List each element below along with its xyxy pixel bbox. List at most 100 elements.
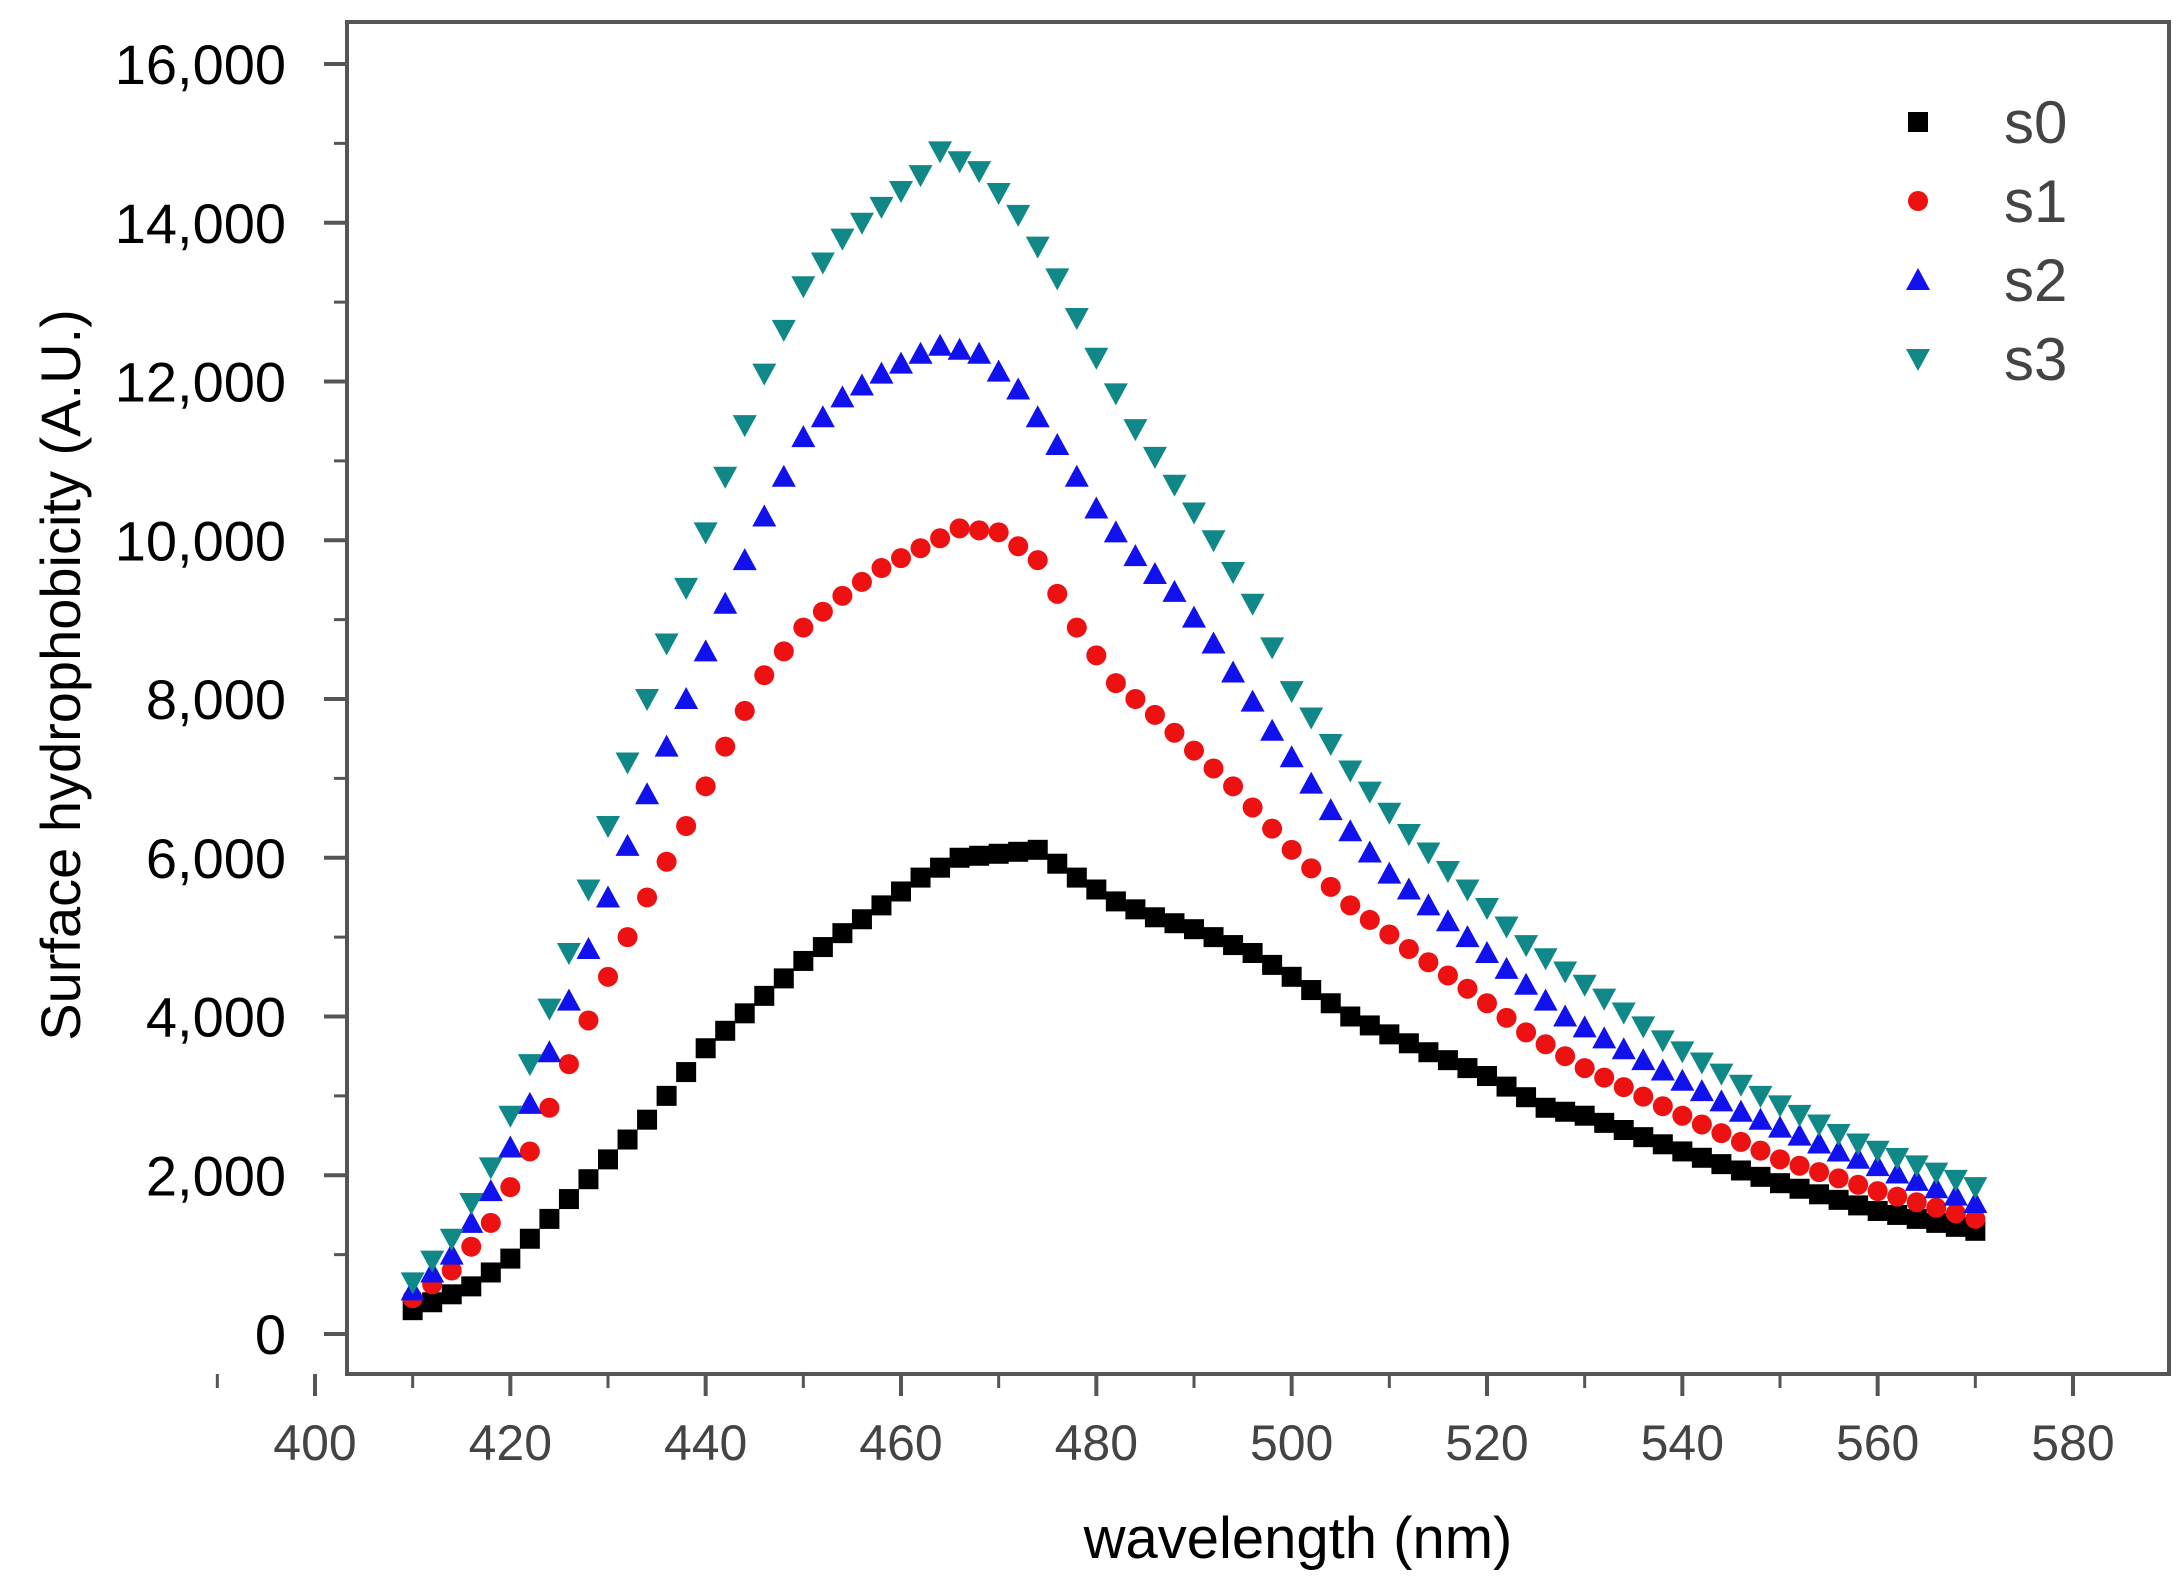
data-point-s2 (1045, 433, 1070, 455)
data-point-s3 (654, 633, 679, 656)
data-point-s2 (928, 333, 953, 356)
data-point-s0 (1867, 1200, 1888, 1221)
data-point-s2 (498, 1135, 523, 1158)
data-point-s1 (637, 887, 658, 908)
data-point-s3 (1572, 974, 1597, 997)
data-point-s2 (1279, 745, 1304, 768)
data-point-s3 (537, 998, 562, 1021)
data-point-s0 (1379, 1024, 1400, 1045)
data-point-s3 (400, 1272, 425, 1295)
data-point-s2 (1611, 1037, 1636, 1060)
data-point-s3 (1475, 898, 1499, 921)
data-point-s1 (1262, 818, 1283, 839)
x-axis-ticks (215, 1374, 2075, 1396)
data-point-s0 (1711, 1154, 1732, 1175)
data-point-s2 (1103, 520, 1128, 543)
data-point-s3 (1514, 935, 1539, 958)
data-point-s3 (752, 363, 777, 386)
data-point-s2 (1728, 1099, 1753, 1122)
data-point-s2 (1006, 377, 1031, 400)
data-point-s2 (1689, 1079, 1714, 1102)
data-point-s2 (1494, 956, 1519, 979)
data-point-s2 (1553, 1004, 1578, 1027)
data-point-s3 (1807, 1114, 1832, 1137)
data-point-s0 (1555, 1101, 1576, 1122)
data-point-s0 (1164, 913, 1185, 934)
data-point-s1 (1027, 550, 1048, 571)
y-tick-label: 2,000 (146, 1144, 286, 1207)
data-point-s3 (1924, 1162, 1949, 1185)
data-point-s3 (576, 879, 601, 902)
data-point-s3 (1885, 1148, 1910, 1171)
data-point-s1 (676, 816, 697, 836)
data-point-s3 (1299, 707, 1324, 730)
data-point-s0 (715, 1020, 736, 1041)
data-point-s3 (1943, 1169, 1968, 1192)
data-point-s3 (517, 1054, 542, 1077)
data-point-s2 (1709, 1089, 1734, 1112)
data-point-s2 (1455, 925, 1480, 948)
data-point-s2 (1514, 972, 1539, 995)
x-tick-label: 440 (664, 1415, 747, 1471)
data-point-s1 (1633, 1086, 1654, 1107)
data-point-s3 (498, 1105, 523, 1128)
data-point-s2 (1885, 1161, 1910, 1184)
data-point-s0 (461, 1276, 482, 1297)
data-point-s2 (596, 885, 620, 908)
data-point-s2 (1631, 1048, 1656, 1071)
data-point-s1 (1086, 645, 1107, 666)
data-point-s1 (1203, 758, 1224, 779)
data-point-s2 (889, 351, 913, 374)
data-point-s2 (986, 359, 1011, 382)
x-tick-label: 500 (1250, 1415, 1333, 1471)
data-point-s0 (1223, 935, 1244, 956)
data-point-s3 (1865, 1140, 1890, 1163)
data-point-s0 (1086, 879, 1107, 900)
data-point-s0 (1652, 1134, 1673, 1155)
data-point-s0 (480, 1262, 501, 1283)
data-point-s3 (1670, 1041, 1695, 1064)
data-point-s3 (615, 752, 640, 775)
data-point-s0 (1437, 1050, 1458, 1071)
data-point-s2 (849, 373, 874, 396)
data-point-s2 (1162, 579, 1187, 602)
data-point-s2 (478, 1179, 503, 1202)
data-point-s3 (1045, 268, 1070, 291)
data-point-s1 (949, 518, 970, 539)
data-point-s2 (1357, 840, 1382, 863)
data-point-s1 (1184, 740, 1204, 761)
x-tick-label: 400 (273, 1415, 356, 1471)
data-point-s3 (459, 1193, 484, 1216)
data-point-s3 (1201, 530, 1226, 553)
data-point-s1 (656, 851, 677, 872)
data-point-s1 (1770, 1149, 1790, 1170)
data-point-s3 (1435, 860, 1460, 883)
data-point-s0 (598, 1149, 618, 1170)
data-point-s2 (556, 988, 581, 1011)
legend-marker-s1 (1908, 191, 1928, 211)
data-point-s0 (1887, 1204, 1908, 1225)
data-point-s3 (1182, 502, 1206, 525)
data-point-s1 (1945, 1203, 1966, 1224)
data-point-s1 (871, 558, 892, 579)
data-point-s0 (1398, 1033, 1419, 1054)
data-point-s3 (791, 276, 816, 299)
x-tick-label: 560 (1836, 1415, 1919, 1471)
x-tick-label: 540 (1641, 1415, 1724, 1471)
data-point-s3 (1709, 1063, 1734, 1086)
data-point-s0 (1027, 839, 1048, 860)
data-point-s1 (1418, 952, 1439, 973)
data-point-s2 (1123, 544, 1148, 567)
data-point-s1 (1379, 924, 1400, 945)
data-point-s1 (519, 1141, 540, 1162)
y-axis-label: Surface hydrophobicity (A.U.) (29, 309, 92, 1040)
data-point-s1 (969, 520, 990, 541)
data-point-s0 (1418, 1042, 1439, 1063)
data-point-s1 (1164, 722, 1185, 743)
data-point-s2 (1299, 771, 1324, 794)
series-s1 (402, 518, 1986, 1309)
data-point-s0 (1809, 1184, 1830, 1205)
data-point-s2 (459, 1210, 484, 1233)
data-point-s2 (1318, 798, 1343, 821)
data-point-s1 (1926, 1197, 1947, 1218)
